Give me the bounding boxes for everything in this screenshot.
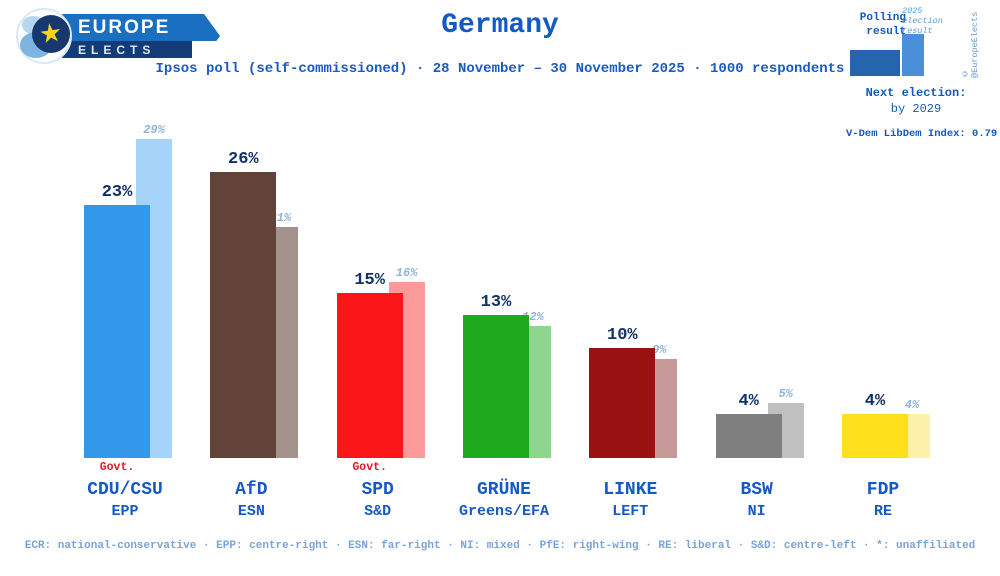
- emblem-circle: ★: [32, 15, 70, 53]
- legend-election-swatch: [902, 34, 924, 76]
- party-name-label: BSW: [740, 480, 773, 500]
- logo-banner-bottom: ELECTS: [62, 41, 192, 58]
- bar-chart: 23% 29% Govt. CDU/CSU EPP 26% 21% AfD ES…: [64, 118, 944, 520]
- faction-legend-text: ECR: national-conservative · EPP: centre…: [24, 540, 976, 552]
- polling-value-label: 23%: [101, 183, 133, 202]
- party-bars: 15% 16% Govt.: [317, 118, 439, 474]
- party-faction-label: NI: [747, 503, 766, 520]
- polling-value-label: 15%: [354, 271, 385, 290]
- poll-subtitle: Ipsos poll (self-commissioned) · 28 Nove…: [155, 61, 845, 77]
- page-title: Germany: [441, 10, 559, 41]
- party-group: 26% 21% AfD ESN: [190, 118, 312, 520]
- info-panel: Polling result 2025 election result © @E…: [846, 6, 998, 140]
- govt-badge: Govt.: [99, 461, 135, 474]
- next-election-value: by 2029: [890, 102, 942, 116]
- party-bars: 26% 21%: [190, 118, 312, 458]
- party-name-label: FDP: [866, 480, 900, 500]
- logo-text-elects: ELECTS: [78, 42, 156, 57]
- party-labels: AfD ESN: [190, 480, 312, 520]
- party-faction-label: LEFT: [612, 503, 649, 520]
- party-group: 4% 5% BSW NI: [696, 118, 818, 520]
- party-name-label: GRÜNE: [476, 480, 531, 500]
- party-group: 23% 29% Govt. CDU/CSU EPP: [64, 118, 186, 520]
- legend: Polling result 2025 election result © @E…: [846, 6, 986, 78]
- party-labels: BSW NI: [696, 480, 818, 520]
- election-value-label: 4%: [904, 398, 920, 412]
- polling-result-bar: [210, 172, 277, 458]
- legend-election-label: 2025 election result: [902, 6, 943, 37]
- legend-polling-swatch: [850, 50, 900, 76]
- party-labels: GRÜNE Greens/EFA: [443, 480, 565, 520]
- polling-result-bar: [462, 315, 529, 458]
- party-bars: 10% 9%: [569, 118, 691, 458]
- party-group: 4% 4% FDP RE: [822, 118, 944, 520]
- party-group: 10% 9% LINKE LEFT: [569, 118, 691, 520]
- party-labels: LINKE LEFT: [569, 480, 691, 520]
- party-bars: 4% 4%: [822, 118, 944, 458]
- party-faction-label: EPP: [111, 503, 139, 520]
- polling-result-bar: [84, 205, 150, 458]
- party-group: 13% 12% GRÜNE Greens/EFA: [443, 118, 565, 520]
- party-bars: 13% 12%: [443, 118, 565, 458]
- party-faction-label: Greens/EFA: [458, 503, 549, 520]
- europe-elects-emblem-icon: ★: [16, 8, 72, 64]
- govt-badge: Govt.: [352, 461, 387, 474]
- vdem-index-label: V-Dem LibDem Index: 0.79: [846, 128, 998, 140]
- copyright-text: © @EuropeElects: [960, 11, 980, 78]
- polling-result-bar: [715, 414, 782, 458]
- party-bars: 4% 5%: [696, 118, 818, 458]
- election-value-label: 9%: [652, 343, 667, 357]
- party-labels: SPD S&D: [317, 480, 439, 520]
- polling-value-label: 10%: [607, 326, 638, 345]
- polling-result-bar: [336, 293, 403, 458]
- party-name-label: CDU/CSU: [87, 480, 163, 500]
- election-value-label: 5%: [778, 387, 793, 401]
- party-labels: FDP RE: [822, 480, 944, 520]
- party-faction-label: RE: [873, 503, 892, 520]
- next-election-label: Next election:: [865, 86, 967, 100]
- party-bars: 23% 29% Govt.: [64, 118, 186, 474]
- europe-elects-logo: ★ EUROPE ELECTS: [16, 8, 220, 64]
- election-value-label: 16%: [395, 266, 418, 280]
- party-group: 15% 16% Govt. SPD S&D: [317, 118, 439, 520]
- party-labels: CDU/CSU EPP: [64, 480, 186, 520]
- polling-result-bar: [589, 348, 656, 458]
- party-name-label: LINKE: [603, 480, 658, 500]
- party-name-label: AfD: [235, 480, 268, 500]
- polling-result-bar: [841, 414, 908, 458]
- star-icon: ★: [37, 17, 65, 51]
- polling-value-label: 26%: [228, 150, 259, 169]
- logo-banner-top: EUROPE: [62, 14, 220, 41]
- election-value-label: 29%: [143, 123, 165, 137]
- logo-banner: EUROPE ELECTS: [62, 14, 220, 58]
- party-name-label: SPD: [361, 480, 394, 500]
- polling-value-label: 13%: [480, 293, 512, 312]
- logo-text-europe: EUROPE: [78, 16, 171, 38]
- party-faction-label: S&D: [364, 503, 392, 520]
- polling-value-label: 4%: [738, 392, 759, 411]
- polling-value-label: 4%: [864, 392, 886, 411]
- party-faction-label: ESN: [237, 503, 265, 520]
- legend-polling-label: Polling result: [859, 12, 906, 38]
